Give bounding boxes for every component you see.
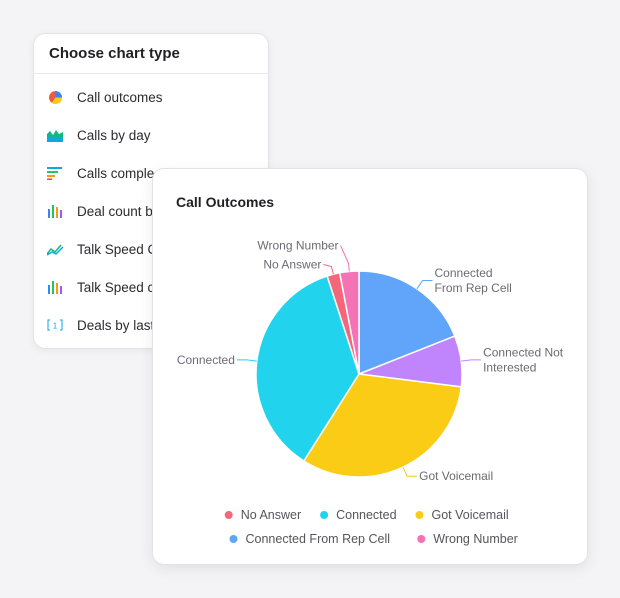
chart-type-deal-count[interactable]: Deal count b xyxy=(34,192,268,230)
chart-type-talk-speed-bar[interactable]: Talk Speed c xyxy=(34,268,268,306)
line-chart-icon xyxy=(47,241,63,257)
number-icon: 1 xyxy=(47,317,63,333)
pie-label-connected-from-rep-cell: Connected xyxy=(435,266,493,280)
chart-type-call-outcomes[interactable]: Call outcomes xyxy=(34,78,268,116)
pie-label-wrong-number: Wrong Number xyxy=(257,238,338,252)
legend-swatch-connected xyxy=(320,511,329,519)
chart-type-talk-speed-line[interactable]: Talk Speed C xyxy=(34,230,268,268)
pie-leader-line xyxy=(416,280,433,290)
pie-label-connected-not-interested: Interested xyxy=(483,360,536,374)
chart-type-label: Calls by day xyxy=(77,127,151,143)
chart-type-label: Calls comple xyxy=(77,165,155,181)
pie-label-connected-from-rep-cell: From Rep Cell xyxy=(435,281,512,295)
pie-label-connected-not-interested: Connected Not xyxy=(483,345,564,359)
chooser-title: Choose chart type xyxy=(34,34,268,74)
chart-type-calls-completed[interactable]: Calls comple xyxy=(34,154,268,192)
chart-type-list: Call outcomes Calls by day Calls compl xyxy=(34,74,268,344)
pie-label-connected: Connected xyxy=(177,353,235,367)
chart-title: Call Outcomes xyxy=(176,194,275,210)
legend-swatch-no-answer xyxy=(224,511,233,519)
chart-type-label: Call outcomes xyxy=(77,89,163,105)
pie-leader-line xyxy=(340,245,350,272)
pie-label-no-answer: No Answer xyxy=(263,257,321,271)
pie-label-got-voicemail: Got Voicemail xyxy=(419,469,493,483)
number-icon-text: 1 xyxy=(53,322,58,331)
legend-item-no-answer[interactable]: No Answer xyxy=(241,508,301,522)
pie-leader-line xyxy=(461,359,482,362)
chart-type-label: Talk Speed C xyxy=(77,241,158,257)
legend-item-connected-from-rep-cell[interactable]: Connected From Rep Cell xyxy=(246,532,391,546)
pie-slice-connected-from-rep-cell[interactable] xyxy=(358,270,456,376)
bar-chart-icon xyxy=(47,203,63,219)
call-outcomes-card: Connected From Rep Cell Connected Not Inter… xyxy=(152,168,588,565)
chart-type-label: Talk Speed c xyxy=(77,279,155,295)
area-chart-icon xyxy=(47,127,63,143)
legend-swatch-wrong-number xyxy=(417,535,426,543)
pie-leader-line xyxy=(236,359,257,362)
legend-swatch-connected-from-rep-cell xyxy=(229,535,238,543)
bar-chart-icon xyxy=(47,279,63,295)
pie-leader-line xyxy=(402,466,418,477)
legend-item-wrong-number[interactable]: Wrong Number xyxy=(433,532,518,546)
legend-item-connected[interactable]: Connected xyxy=(336,508,397,522)
horizontal-bar-icon xyxy=(47,165,63,181)
chart-type-calls-by-day[interactable]: Calls by day xyxy=(34,116,268,154)
pie-chart-icon xyxy=(47,89,63,105)
chart-type-label: Deal count b xyxy=(77,203,153,219)
legend-swatch-got-voicemail xyxy=(415,511,424,519)
legend-item-got-voicemail[interactable]: Got Voicemail xyxy=(432,508,509,522)
chart-type-label: Deals by last xyxy=(77,317,155,333)
chart-type-deals-by-last[interactable]: 1 Deals by last xyxy=(34,306,268,344)
pie-leader-line xyxy=(323,264,334,275)
